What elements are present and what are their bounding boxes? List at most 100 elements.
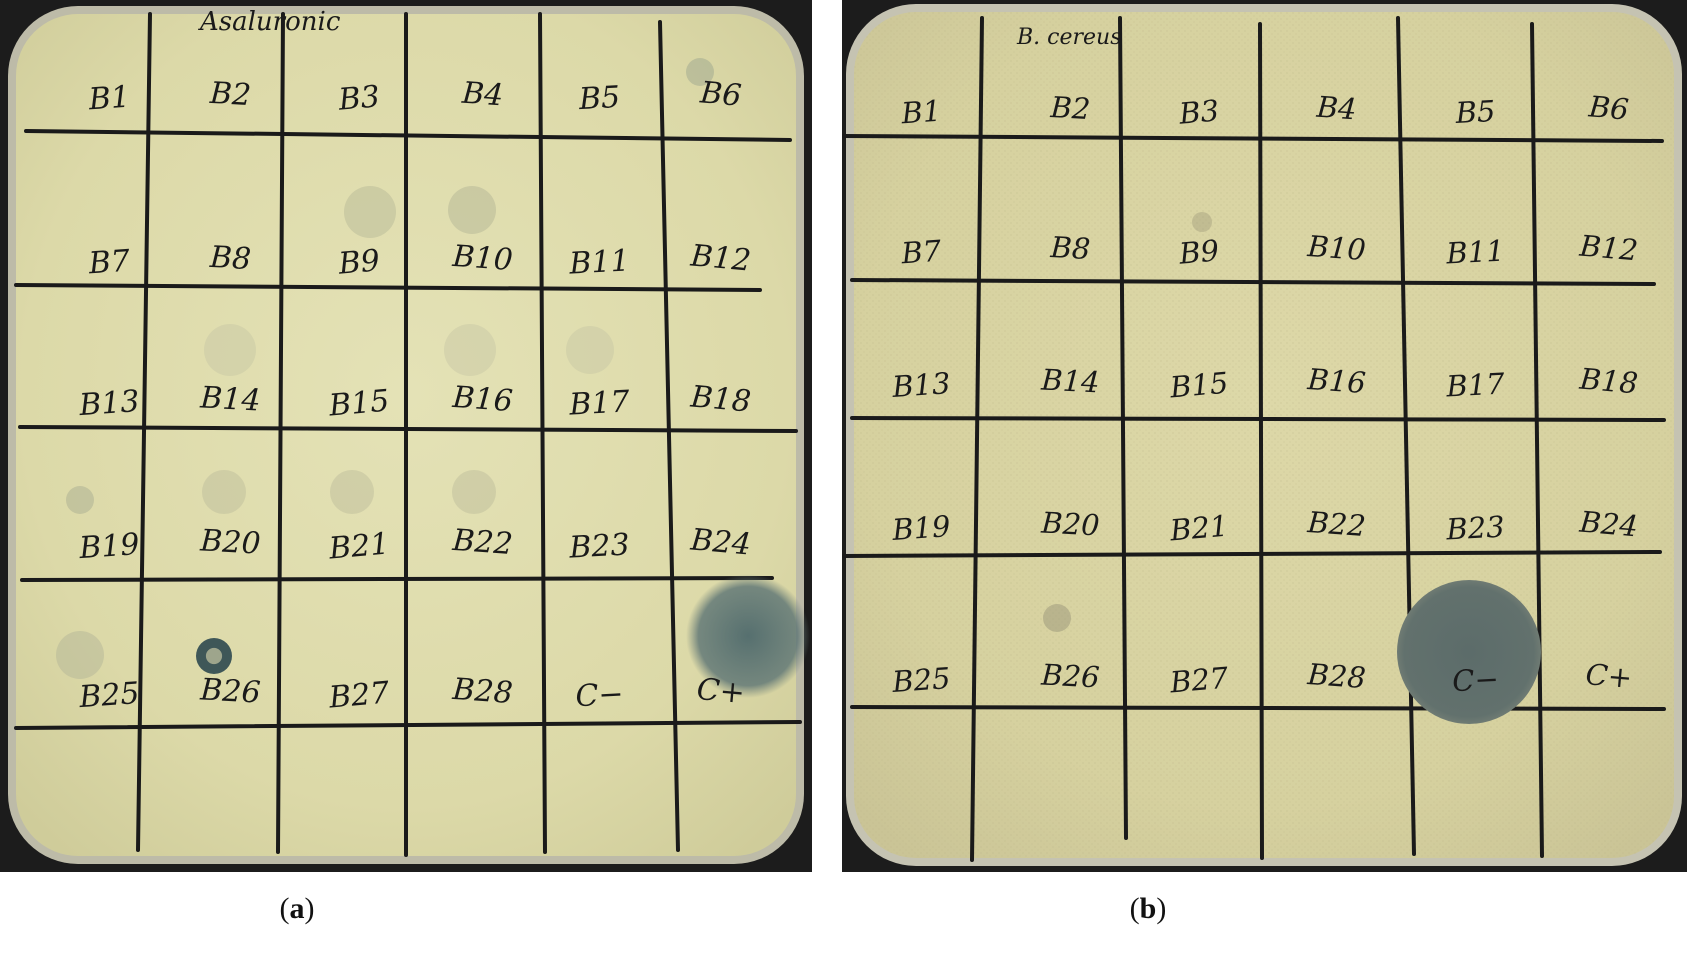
plate-a-well-label: B3 (336, 79, 381, 118)
caption-b: (b) (1129, 892, 1167, 925)
plate-b-well-label: B2 (1049, 90, 1091, 126)
plate-a-well-label: B16 (450, 380, 514, 419)
plate-a-well-label: B2 (208, 76, 252, 113)
plate-b-well-label: B24 (1577, 504, 1639, 543)
plate-b-well-label: B16 (1305, 362, 1366, 400)
plate-b-well-label: B11 (1445, 234, 1506, 271)
plate-b-well-label: B8 (1049, 230, 1091, 266)
plate-b-well-label: B13 (890, 366, 951, 404)
plate-b-title: B. cereus (1016, 25, 1122, 50)
plate-a-horizontal-line (14, 720, 802, 730)
plate-a-inhibition-zone (566, 326, 614, 374)
plate-photo-a: Asaluronic B1 B2 B3 B4 B5 B6 B7 B8 B9 B10 B11 B12 B1… (0, 0, 812, 872)
plate-a-zones (56, 58, 810, 698)
plate-a-well-label: B28 (450, 672, 514, 711)
plate-b-vertical-line (970, 16, 984, 862)
plate-a-well-label: B14 (199, 380, 262, 418)
plate-a-well-label: B5 (577, 80, 621, 117)
plate-b-well-label: B6 (1587, 89, 1631, 126)
plate-a-vertical-line (658, 20, 680, 852)
plate-b-well-label: B19 (890, 509, 951, 547)
plate-b-well-label: B27 (1168, 661, 1230, 700)
plate-a-horizontal-line (18, 425, 798, 433)
plate-a-well-label: B17 (568, 384, 632, 422)
plate-b-well-label: B5 (1454, 94, 1496, 130)
plate-b-well-label: B18 (1577, 361, 1639, 400)
plate-b-well-label: B20 (1040, 505, 1101, 542)
plate-a-well-label: B4 (460, 76, 504, 114)
plate-a-vertical-line (538, 12, 547, 854)
plate-b-well-label: B7 (899, 234, 943, 271)
plate-b-well-label: B25 (890, 661, 951, 699)
plate-a-title: Asaluronic (198, 7, 341, 37)
plate-a-inhibition-zone (686, 574, 810, 698)
plate-a-inhibition-zone (686, 58, 714, 86)
plate-photo-b: B. cereus B1 B2 B3 B4 B5 B6 B7 B8 B9 B10 B11 B12 B13… (842, 0, 1687, 872)
plate-b-horizontal-line (850, 278, 1656, 286)
plate-a-well-label: B15 (327, 383, 391, 423)
plate-b-well-label: B1 (899, 94, 942, 131)
plate-a-inhibition-zone (344, 186, 396, 238)
plate-a-well-label: C− (575, 677, 625, 714)
plate-b-inhibition-zone (1043, 604, 1071, 632)
plate-a-inhibition-zone (202, 470, 246, 514)
plate-a-inhibition-zone (330, 470, 374, 514)
plate-a-well-label: B8 (208, 240, 252, 277)
plate-a-zone-center (205, 647, 223, 665)
plate-a-well-label: B7 (87, 244, 132, 282)
plate-b-horizontal-line (842, 134, 1664, 143)
plate-a-inhibition-zone (204, 324, 256, 376)
plate-b-well-label: B12 (1577, 228, 1639, 267)
plate-a-well-label: B1 (87, 80, 131, 118)
plate-b-zones (1043, 212, 1541, 724)
caption-a-letter: a (289, 892, 305, 925)
caption-b-letter: b (1139, 892, 1157, 925)
plate-b-horizontal-line (850, 416, 1666, 422)
plate-b-vertical-line (1118, 16, 1128, 840)
plate-a-horizontal-line (24, 129, 792, 142)
plate-a-inhibition-zone (452, 470, 496, 514)
plate-a-well-label: B11 (568, 243, 631, 281)
plate-b-well-label: B17 (1445, 366, 1506, 403)
plate-a-well-label: B9 (336, 243, 381, 282)
plate-b-vertical-line (1396, 16, 1416, 856)
plate-b-labels: B1 B2 B3 B4 B5 B6 B7 B8 B9 B10 B11 B12 B13 B14 B15 B16 B… (890, 89, 1639, 699)
plate-b-well-label: B26 (1040, 657, 1101, 694)
plate-a-well-label: B19 (77, 527, 141, 566)
plate-a-inhibition-zone (444, 324, 496, 376)
plate-a-well-label: B26 (199, 672, 262, 710)
plate-b-drawing: B. cereus B1 B2 B3 B4 B5 B6 B7 B8 B9 B10 B11 B12 B13… (842, 4, 1682, 866)
plate-a-well-label: B22 (450, 523, 514, 562)
plate-b-inhibition-zone (1192, 212, 1212, 232)
caption-a: (a) (279, 892, 315, 925)
plate-a-vertical-line (276, 12, 285, 854)
plate-b-grid (842, 16, 1666, 862)
plate-a-well-label: B18 (688, 379, 752, 419)
plate-a-well-label: B25 (77, 676, 141, 715)
plate-a-vertical-line (136, 12, 152, 852)
plate-b-well-label: B28 (1305, 657, 1366, 695)
plate-b-inhibition-zone (1397, 580, 1541, 724)
plate-a-well-label: B27 (327, 675, 392, 715)
plate-b-well-label: B10 (1305, 229, 1366, 267)
plate-a-inhibition-zone (56, 631, 104, 679)
plate-a-horizontal-line (20, 576, 774, 582)
plate-b-well-label: C− (1451, 662, 1499, 698)
plate-a-well-label: B10 (450, 239, 514, 278)
plate-a-well-label: B13 (77, 384, 141, 423)
plate-a-well-label: B20 (199, 523, 262, 561)
plate-a-well-label: B24 (688, 522, 752, 562)
plate-a-labels: B1 B2 B3 B4 B5 B6 B7 B8 B9 B10 B11 B12 B13 B14 B15 B16 B… (77, 75, 752, 715)
plate-a-well-label: C+ (695, 672, 746, 711)
plate-b-horizontal-line (842, 550, 1662, 558)
plate-a-inhibition-zone (66, 486, 94, 514)
plate-b-well-label: B21 (1168, 509, 1230, 548)
plate-b-vertical-line (1530, 22, 1544, 858)
plate-a-inhibition-zone (448, 186, 496, 234)
plate-b-horizontal-line (850, 705, 1666, 711)
plate-b-well-label: B4 (1315, 90, 1358, 127)
plate-b-well-label: C+ (1584, 657, 1633, 695)
plate-a-well-label: B6 (698, 75, 743, 114)
plate-b-well-label: B23 (1445, 510, 1506, 547)
